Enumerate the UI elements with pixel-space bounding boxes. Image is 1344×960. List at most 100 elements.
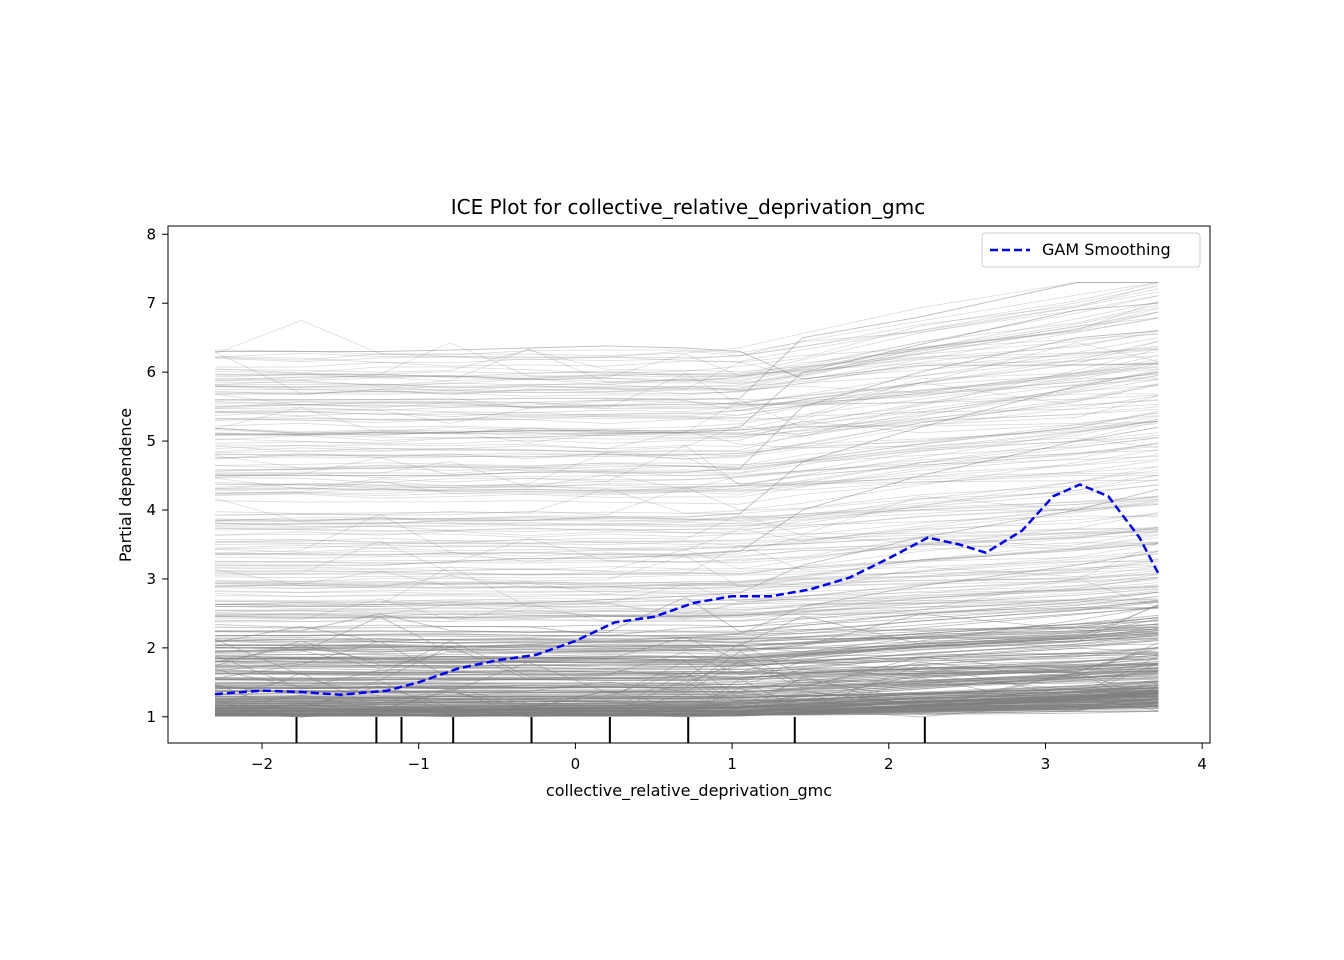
y-tick-label: 7	[146, 294, 156, 312]
ice-curve	[214, 410, 1159, 472]
ice-curve	[214, 434, 1159, 495]
ice-curve	[214, 578, 1159, 598]
ice-curve	[214, 484, 1159, 516]
ice-curve	[214, 399, 1159, 434]
ice-curve	[214, 566, 1159, 598]
ice-curve	[214, 573, 1159, 590]
ice-curve	[214, 333, 1159, 363]
ice-curve	[214, 368, 1159, 409]
ice-curve	[214, 479, 1159, 493]
ice-curve	[214, 362, 1159, 411]
ice-curve	[214, 456, 1159, 490]
ice-curve	[214, 363, 1159, 430]
ice-curve	[214, 653, 1159, 665]
ice-curve	[215, 306, 1159, 382]
gam-smoothing-line	[214, 483, 1160, 696]
ice-curve	[214, 527, 1159, 544]
ice-curve	[214, 638, 1159, 652]
ice-curve	[214, 554, 1159, 588]
ice-curve	[214, 656, 1159, 681]
y-tick-label: 3	[146, 570, 156, 588]
ice-curve	[214, 584, 1159, 612]
ice-curve	[214, 466, 1159, 525]
ice-curve	[214, 381, 1159, 425]
ice-curve	[214, 348, 1159, 436]
ice-curve	[214, 498, 1159, 536]
legend-box	[981, 232, 1201, 268]
ice-curve	[214, 474, 1159, 514]
ice-curve	[214, 693, 1159, 711]
ice-curve	[214, 419, 1159, 491]
ice-curve	[214, 355, 1159, 395]
ice-curve	[214, 474, 1159, 488]
ice-curve	[214, 459, 1159, 492]
ice-curve	[214, 671, 1159, 692]
ice-curve	[214, 541, 1159, 573]
ice-curve	[214, 282, 1159, 361]
ice-curve	[214, 460, 1159, 505]
ice-curve	[214, 342, 1159, 405]
x-tick-label: 2	[884, 755, 894, 773]
ice-curve	[214, 420, 1159, 477]
ice-curve	[214, 479, 1159, 522]
ice-curve	[214, 572, 1159, 604]
ice-curve	[214, 574, 1159, 619]
ice-curve	[214, 495, 1159, 544]
ice-curve	[214, 599, 1159, 638]
ice-curve	[214, 282, 1159, 357]
ice-curve	[214, 542, 1159, 557]
legend: GAM Smoothing	[981, 232, 1201, 268]
ice-curve	[214, 379, 1159, 412]
ice-curve	[214, 412, 1159, 469]
ice-curve	[214, 421, 1159, 460]
ice-curve	[214, 537, 1159, 587]
ice-curve	[214, 602, 1159, 614]
ice-curve	[214, 384, 1159, 434]
y-tick-label: 8	[146, 225, 156, 243]
x-axis-label: collective_relative_deprivation_gmc	[546, 781, 832, 801]
ice-curve	[214, 445, 1159, 484]
ice-curve	[214, 540, 1159, 576]
ice-curve	[214, 691, 1159, 699]
ice-curve	[214, 701, 1159, 716]
ice-curve	[214, 607, 1159, 617]
ice-curve	[215, 550, 1159, 649]
ice-curve	[214, 553, 1159, 589]
ice-curve	[214, 345, 1159, 376]
ice-curve	[214, 362, 1159, 437]
ice-curve	[215, 488, 1159, 607]
ice-curve	[214, 337, 1159, 409]
ice-curve	[214, 577, 1159, 622]
ice-curve	[214, 681, 1159, 688]
plot-frame	[167, 225, 1211, 744]
ice-curve	[214, 443, 1159, 487]
ice-curve	[214, 596, 1159, 634]
ice-curve	[214, 568, 1159, 590]
ice-curve	[214, 528, 1159, 563]
ice-curve	[214, 503, 1159, 522]
ice-curve	[214, 591, 1159, 634]
ice-curve	[214, 635, 1159, 659]
ice-curve	[214, 495, 1159, 523]
ice-curve	[214, 366, 1159, 408]
y-tick-label: 4	[146, 501, 156, 519]
ice-curve	[214, 607, 1159, 619]
ice-curve	[214, 668, 1159, 680]
ice-curve	[214, 370, 1159, 443]
ice-curve	[215, 606, 1159, 683]
ice-curve	[214, 564, 1159, 586]
ice-curve	[214, 347, 1159, 373]
ice-curve	[214, 638, 1159, 668]
ice-curve	[214, 418, 1159, 490]
ice-curve	[214, 375, 1159, 450]
y-tick-label: 1	[146, 708, 156, 726]
ice-curve	[214, 512, 1159, 545]
x-tick-label: −1	[408, 755, 430, 773]
ice-curve	[215, 345, 1159, 380]
ice-curve	[214, 421, 1159, 497]
ice-curve	[214, 616, 1159, 653]
ice-curve	[214, 341, 1159, 416]
ice-curve	[214, 681, 1159, 706]
ice-curve	[214, 295, 1159, 356]
ice-curve	[214, 625, 1159, 653]
